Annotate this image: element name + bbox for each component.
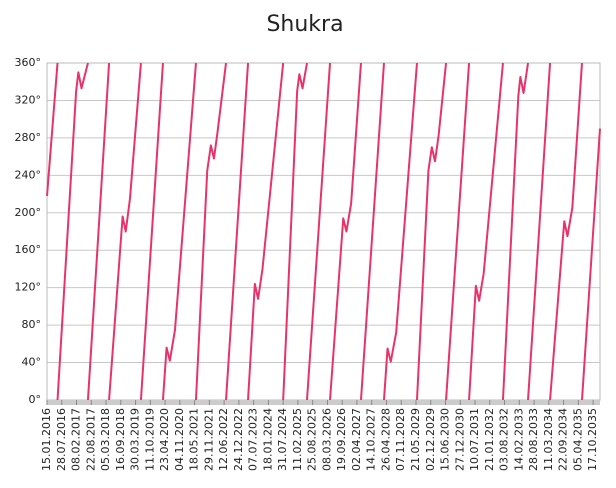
x-tick-label: 11.03.2034	[542, 408, 555, 471]
x-tick-label: 23.04.2020	[158, 408, 171, 471]
x-tick-label: 14.02.2033	[512, 408, 525, 471]
data-line	[46, 62, 601, 401]
x-tick-label: 26.04.2028	[379, 408, 392, 471]
x-tick-label: 10.07.2031	[468, 408, 481, 471]
x-tick-label: 30.03.2019	[129, 408, 142, 471]
x-tick-label: 25.08.2025	[306, 408, 319, 471]
x-tick-label: 24.12.2022	[232, 408, 245, 471]
x-tick-label: 21.05.2029	[409, 408, 422, 471]
x-tick-label: 02.12.2029	[424, 408, 437, 471]
x-tick-label: 15.01.2016	[40, 408, 53, 471]
y-tick-label: 280°	[15, 131, 42, 144]
x-tick-label: 15.06.2030	[439, 408, 452, 471]
x-axis-strip	[47, 400, 600, 405]
x-tick-label: 03.08.2032	[498, 408, 511, 471]
x-tick-label: 12.06.2022	[217, 408, 230, 471]
x-tick-label: 18.01.2024	[261, 408, 274, 471]
x-tick-label: 17.10.2035	[586, 408, 599, 471]
x-tick-label: 27.12.2030	[453, 408, 466, 471]
x-tick-label: 04.11.2020	[173, 408, 186, 471]
y-tick-label: 200°	[15, 206, 42, 219]
y-tick-label: 80°	[22, 318, 42, 331]
x-tick-label: 22.09.2034	[557, 408, 570, 471]
x-tick-label: 19.09.2026	[335, 408, 348, 471]
x-tick-label: 16.09.2018	[114, 408, 127, 471]
x-tick-label: 07.11.2028	[394, 408, 407, 471]
y-tick-label: 360°	[15, 56, 42, 69]
x-tick-label: 11.10.2019	[143, 408, 156, 471]
x-tick-label: 21.01.2032	[483, 408, 496, 471]
y-tick-label: 160°	[15, 243, 42, 256]
x-tick-label: 07.07.2023	[247, 408, 260, 471]
x-tick-label: 08.02.2017	[70, 408, 83, 471]
x-tick-label: 28.07.2016	[55, 408, 68, 471]
chart-title: Shukra	[266, 12, 343, 37]
x-tick-label: 14.10.2027	[365, 408, 378, 471]
y-tick-label: 120°	[15, 281, 42, 294]
x-tick-label: 29.11.2021	[202, 408, 215, 471]
y-tick-label: 40°	[22, 356, 42, 369]
y-tick-label: 0°	[29, 393, 42, 406]
x-tick-label: 05.03.2018	[99, 408, 112, 471]
x-tick-label: 02.04.2027	[350, 408, 363, 471]
x-tick-label: 31.07.2024	[276, 408, 289, 471]
x-tick-label: 05.04.2035	[571, 408, 584, 471]
x-tick-label: 08.03.2026	[320, 408, 333, 471]
x-tick-label: 18.05.2021	[188, 408, 201, 471]
x-tick-label: 11.02.2025	[291, 408, 304, 471]
x-tick-label: 22.08.2017	[84, 408, 97, 471]
x-tick-label: 28.08.2033	[527, 408, 540, 471]
y-tick-label: 320°	[15, 93, 42, 106]
y-tick-label: 240°	[15, 168, 42, 181]
